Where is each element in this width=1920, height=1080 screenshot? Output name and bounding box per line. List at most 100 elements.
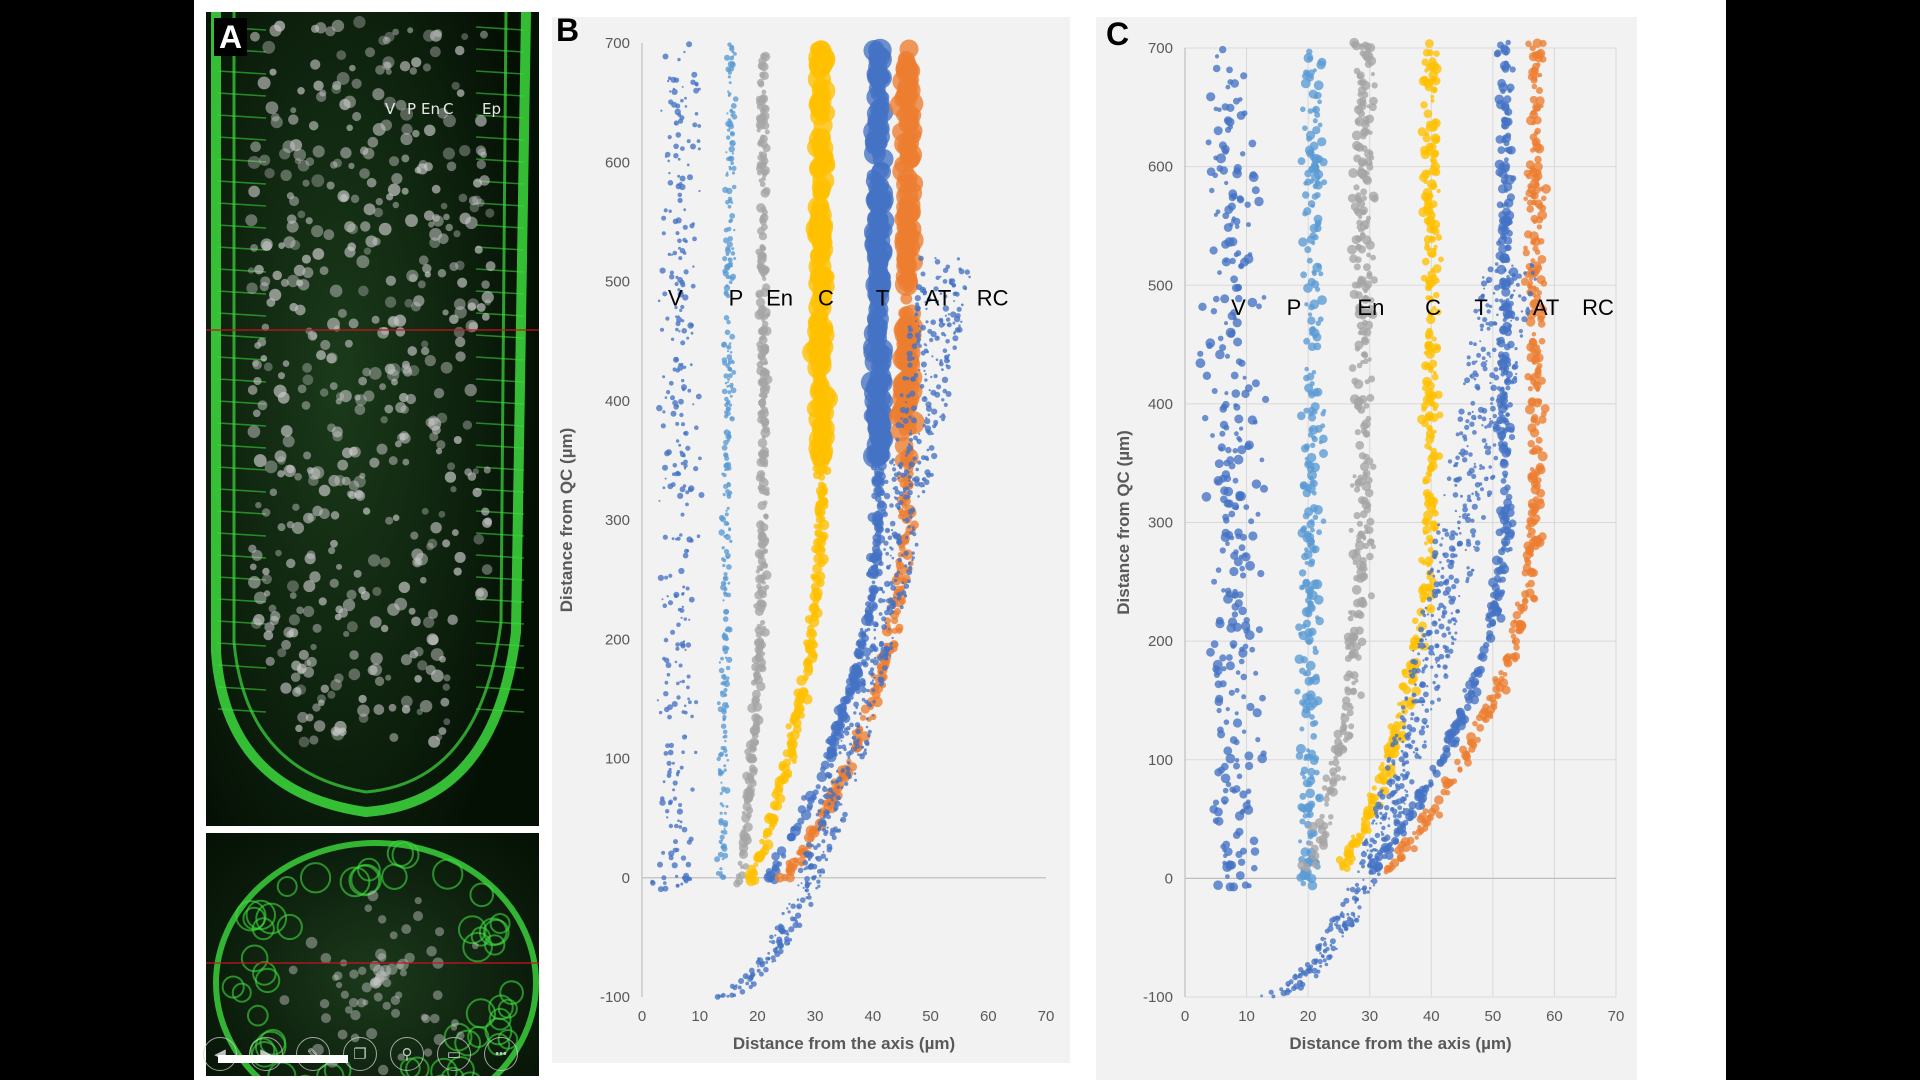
data-point <box>774 934 777 937</box>
nucleus <box>262 40 276 54</box>
data-point <box>1363 263 1371 272</box>
data-point <box>904 473 908 477</box>
data-point <box>761 89 767 95</box>
data-point <box>1341 712 1346 718</box>
data-point <box>865 617 874 627</box>
data-point <box>682 224 688 230</box>
slides-button[interactable]: ❐ <box>343 1037 377 1071</box>
data-point <box>677 192 683 198</box>
pen-button[interactable]: ✎ <box>296 1037 330 1071</box>
data-point <box>942 348 948 354</box>
data-point <box>1428 359 1438 368</box>
data-point <box>878 676 885 684</box>
data-point <box>757 965 760 968</box>
data-point <box>846 726 851 731</box>
subtitles-button[interactable]: ▭ <box>437 1037 471 1071</box>
data-point <box>1257 753 1267 764</box>
next-button[interactable]: ▶ <box>249 1037 283 1071</box>
data-point <box>897 471 901 476</box>
data-point <box>720 830 724 834</box>
data-point <box>755 297 766 308</box>
nucleus <box>389 732 399 742</box>
nucleus <box>248 544 257 553</box>
cell-wall <box>475 224 525 229</box>
data-point <box>1307 880 1318 891</box>
data-point <box>855 647 859 651</box>
nucleus <box>376 443 388 455</box>
data-point <box>723 649 729 655</box>
data-point <box>1367 311 1373 318</box>
zoom-button[interactable]: ⚲ <box>390 1037 424 1071</box>
data-point <box>1348 839 1357 849</box>
nucleus <box>280 682 292 694</box>
data-point <box>1236 591 1244 599</box>
data-point <box>931 432 934 435</box>
nucleus <box>310 332 317 340</box>
data-point <box>1369 96 1378 106</box>
data-point <box>756 520 765 530</box>
data-point <box>728 165 732 169</box>
data-point <box>831 792 837 797</box>
data-point <box>1246 799 1251 805</box>
nucleus <box>360 221 371 232</box>
data-point <box>1221 470 1231 479</box>
data-point <box>727 196 733 202</box>
nucleus <box>356 998 367 1008</box>
data-point <box>1312 648 1319 656</box>
data-point <box>1333 749 1339 755</box>
data-point <box>920 271 926 277</box>
data-point <box>908 432 913 436</box>
data-point <box>887 606 893 612</box>
data-point <box>872 511 883 522</box>
data-point <box>1213 476 1224 486</box>
data-point <box>730 387 737 394</box>
data-point <box>1430 86 1438 94</box>
data-point <box>675 368 680 373</box>
data-point <box>1357 530 1365 538</box>
data-point <box>729 403 733 407</box>
nucleus <box>367 554 381 567</box>
data-point <box>753 862 759 868</box>
nucleus <box>480 151 488 159</box>
data-point <box>678 663 683 668</box>
data-point <box>908 479 911 482</box>
data-point <box>1248 518 1255 525</box>
cell-wall <box>217 180 267 185</box>
data-point <box>664 151 671 158</box>
nucleus <box>475 587 488 601</box>
data-point <box>888 628 891 631</box>
data-point <box>1229 566 1239 577</box>
data-point <box>719 792 723 796</box>
cell-wall <box>475 268 525 273</box>
data-point <box>800 688 809 696</box>
data-point <box>672 796 678 801</box>
nucleus <box>320 684 330 693</box>
nucleus <box>401 123 413 135</box>
data-point <box>1300 880 1307 887</box>
data-point <box>760 206 767 212</box>
data-point <box>826 814 831 820</box>
nucleus <box>274 450 287 463</box>
data-point <box>874 486 883 494</box>
data-point <box>942 305 950 312</box>
previous-button[interactable]: ◀ <box>203 1037 237 1071</box>
data-point <box>1433 50 1440 57</box>
nucleus <box>313 80 324 91</box>
data-point <box>1302 191 1310 199</box>
data-point <box>675 883 680 888</box>
data-point <box>1355 654 1362 661</box>
data-point <box>754 671 760 676</box>
data-point <box>720 516 726 523</box>
data-point <box>912 528 915 532</box>
nucleus <box>248 185 260 198</box>
nucleus <box>333 325 341 332</box>
data-point <box>865 656 870 661</box>
cell-wall <box>475 356 525 361</box>
data-point <box>1354 540 1365 551</box>
data-point <box>906 350 913 357</box>
data-point <box>951 282 957 288</box>
data-point <box>1305 788 1315 799</box>
more-button[interactable]: ••• <box>484 1037 518 1071</box>
data-point <box>1255 737 1261 743</box>
data-point <box>719 871 723 875</box>
